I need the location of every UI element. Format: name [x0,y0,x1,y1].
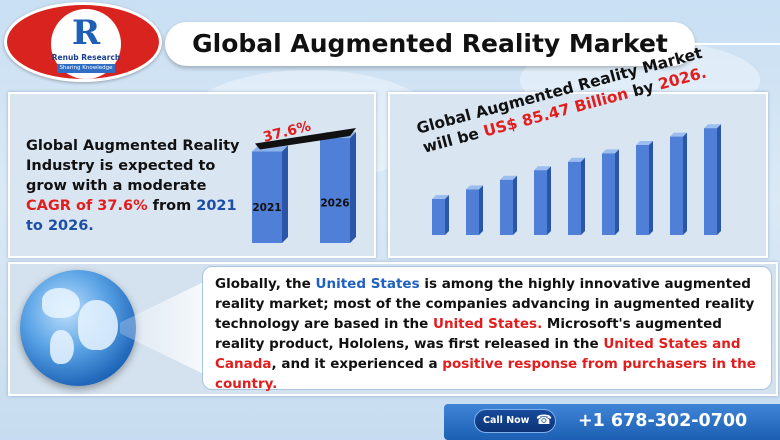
growth-panel [8,92,376,258]
market-bar-top [534,166,551,171]
market-bar [704,128,717,235]
market-bar-top [432,195,449,199]
years-text: 2021 to 2026. [26,198,237,234]
market-bar-top [636,141,653,145]
market-bar-side [649,141,653,235]
bar-label-2026: 2026 [320,197,349,209]
logo-mark: R [71,13,101,53]
market-bar-side [581,157,585,235]
bar-2021 [252,151,282,243]
phone-icon: ☎ [535,413,553,428]
growth-text-1: Global Augmented Reality Industry is exp… [26,138,240,194]
description-text-1: United States [315,276,420,292]
bar-label-2021: 2021 [252,202,281,214]
market-bar [602,153,615,235]
description-text-5: United States and Canada [215,336,741,372]
description-text-2: is among the highly innovative augmented… [215,276,755,332]
growth-statement: Global Augmented Reality Industry is exp… [26,136,244,236]
call-now-label: Call Now [483,415,530,426]
phone-number[interactable]: +1 678-302-0700 [578,411,748,431]
description-text-7: positive response from purchasers in the… [215,356,756,392]
title-banner: Global Augmented Reality Market [165,22,695,66]
globe-illustration [20,270,136,386]
market-bar [466,189,479,235]
market-bar [636,145,649,235]
market-bar-side [513,175,517,235]
market-bar-top [466,185,483,190]
market-bar [432,199,445,235]
bar-2026 [320,138,350,243]
market-bar-top [704,124,721,129]
page-title: Global Augmented Reality Market [192,29,668,58]
market-bar-side [683,132,687,235]
description-text-6: , and it experienced a [271,356,443,372]
bar-side-2026 [350,132,356,243]
bar-side-2021 [282,145,288,243]
title-rule [695,43,780,45]
logo: R Renub Research Sharing Knowledge [4,2,162,82]
globe-land [42,288,80,318]
market-bar-top [670,132,687,137]
growth-text-2: from [147,198,197,214]
market-bar-side [479,185,483,235]
market-bar-side [717,124,721,235]
growth-arrow [255,128,356,150]
globe-land [50,330,74,364]
logo-badge: R Renub Research Sharing Knowledge [51,9,121,79]
market-bar [500,179,513,235]
market-bar-side [615,149,619,235]
description-text-0: Globally, the [215,276,316,292]
market-bar-top [568,157,585,162]
market-bar-side [547,166,551,235]
market-bar [670,136,683,235]
description-text-4: Microsoft's augmented reality product, H… [215,316,722,352]
logo-name: Renub Research [51,53,121,62]
call-bar[interactable]: Call Now ☎ +1 678-302-0700 [444,404,780,440]
description-text-3: United States. [432,316,543,332]
market-bar-side [445,195,449,235]
market-bar-top [602,149,619,154]
logo-tagline: Sharing Knowledge [57,64,115,73]
cagr-text: CAGR of 37.6% [26,198,148,214]
market-bar [568,161,581,235]
market-bar-top [500,175,517,180]
call-now-button[interactable]: Call Now ☎ [474,409,556,433]
market-bar [534,170,547,235]
description-box: Globally, the United States is among the… [202,266,772,392]
globe-land [78,300,118,350]
